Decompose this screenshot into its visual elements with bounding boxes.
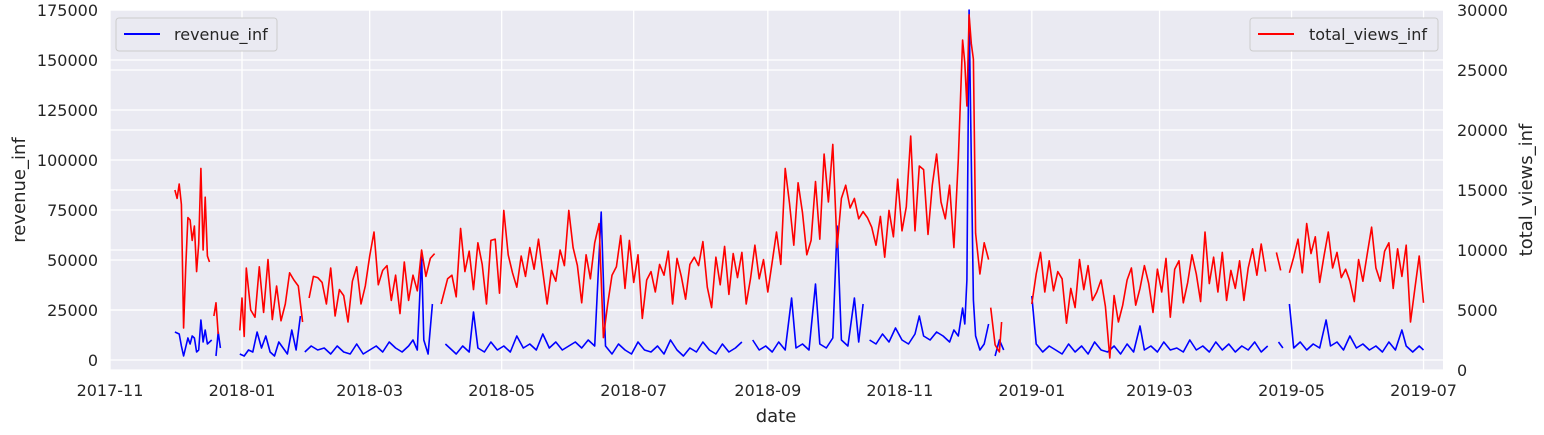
x-tick-labels: 2017-11 2018-01 2018-03 2018-05 2018-07 2018-… [77,381,1457,400]
y-right-tick-label: 30000 [1457,1,1508,20]
legend-total-views-label: total_views_inf [1309,25,1427,45]
y-right-tick-label: 5000 [1457,301,1498,320]
y-left-tick-label: 125000 [37,101,98,120]
y-right-tick-label: 0 [1457,361,1467,380]
y-left-axis-label: revenue_inf [9,137,30,243]
legend-revenue-box [115,17,278,52]
x-tick-label: 2018-03 [336,381,403,400]
legend-total-views: total_views_inf [1249,17,1439,52]
y-left-tick-label: 25000 [47,301,98,320]
y-right-tick-label: 15000 [1457,181,1508,200]
x-tick-label: 2018-01 [209,381,276,400]
y-left-tick-label: 100000 [37,151,98,170]
x-tick-label: 2018-09 [734,381,801,400]
x-tick-label: 2018-11 [866,381,933,400]
series-lines [174,9,1425,359]
x-tick-label: 2017-11 [77,381,144,400]
x-tick-label: 2019-07 [1390,381,1457,400]
legend-revenue-label: revenue_inf [174,25,268,45]
y-left-tick-labels: 0 25000 50000 75000 100000 125000 150000 175000 [37,1,98,370]
y-left-tick-label: 75000 [47,201,98,220]
x-tick-label: 2018-07 [600,381,667,400]
y-left-tick-label: 0 [88,351,98,370]
legend-revenue: revenue_inf [115,17,278,52]
y-right-tick-labels: 0 5000 10000 15000 20000 25000 30000 [1457,1,1508,380]
series-line-total-views-inf [174,14,1425,359]
y-left-tick-label: 175000 [37,1,98,20]
x-tick-label: 2019-03 [1126,381,1193,400]
x-tick-label: 2018-05 [468,381,535,400]
grid-lines [109,9,1443,371]
legend-total-views-box [1249,17,1439,52]
y-right-tick-label: 25000 [1457,61,1508,80]
x-tick-label: 2019-05 [1258,381,1325,400]
x-tick-label: 2019-01 [998,381,1065,400]
y-right-tick-label: 20000 [1457,121,1508,140]
y-right-axis-label: total_views_inf [1516,123,1537,256]
y-right-tick-label: 10000 [1457,241,1508,260]
y-left-tick-label: 50000 [47,251,98,270]
x-axis-label: date [756,406,797,427]
y-left-tick-label: 150000 [37,51,98,70]
